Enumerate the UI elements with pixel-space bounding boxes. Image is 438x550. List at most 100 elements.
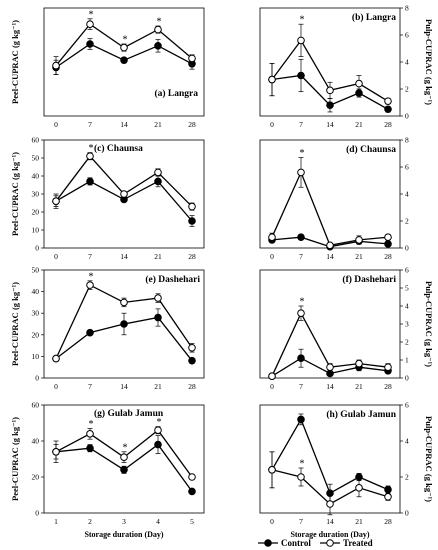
panel-d-frame <box>259 139 401 249</box>
panel-e-ylabel: Peel-CUPRAC (g kg⁻¹) <box>10 282 20 366</box>
panel-e: 0 10 20 30 40 50 0 7 14 21 28 Peel-CUPRAC (g kg⁻¹) *… <box>10 266 205 391</box>
panel-e-xtick-label: 28 <box>188 382 196 391</box>
panel-g-frame <box>43 404 205 514</box>
panel-a-significance-star: * <box>89 9 94 20</box>
panel-a-ylabel: Peel-CUPRAC (g kg⁻¹) <box>10 20 20 104</box>
panel-g-ytick-label: 0 <box>35 509 39 518</box>
panel-e-ytick-label: 10 <box>32 352 40 361</box>
panel-f-treated-point <box>268 372 276 381</box>
panel-h-title: (h) Gulab Jamun <box>326 409 396 420</box>
panel-a-significance-star: * <box>123 35 128 46</box>
panel-h-treated-point <box>384 493 392 501</box>
panel-a-title: (a) Langra <box>154 88 198 99</box>
panel-g-treated-point <box>120 453 128 462</box>
panel-e-xtick-label: 14 <box>120 382 128 391</box>
panel-g-ytick-label: 40 <box>32 437 40 446</box>
panel-g-ylabel: Peel-CUPRAC (g kg⁻¹) <box>10 417 20 501</box>
panel-e-xtick-label: 21 <box>154 382 162 391</box>
panel-g-significance-star: * <box>157 417 162 428</box>
panel-e-treated-point <box>188 343 196 352</box>
panel-f-xtick-label: 7 <box>299 382 303 391</box>
panel-d-ytick-label: 6 <box>405 163 409 172</box>
panel-c-ytick-label: 30 <box>32 190 40 199</box>
panel-e-control-point <box>154 313 162 322</box>
panel-f-ytick-label: 4 <box>405 302 409 311</box>
panel-c-ytick-label: 20 <box>32 208 40 217</box>
panel-h: 0 2 4 6 0 7 14 21 28 Pulp-CUPRAC (g kg⁻¹) * (h) Gul… <box>259 401 434 526</box>
panel-e-xtick-label: 0 <box>54 382 58 391</box>
panel-d-ytick-label: 0 <box>405 244 409 253</box>
panel-b-control-point <box>326 101 334 109</box>
panel-b-ytick-label: 2 <box>405 85 409 94</box>
panel-b-xtick-label: 21 <box>355 120 363 129</box>
panel-b-control-point <box>297 71 305 80</box>
panel-c-ytick-label: 0 <box>35 244 39 253</box>
panel-e-ytick-label: 20 <box>32 330 40 339</box>
panel-d-significance-star: * <box>300 148 305 159</box>
panel-b-ytick-label: 4 <box>405 58 409 67</box>
panel-b-ytick-label: 8 <box>405 4 409 13</box>
panel-d-treated-point <box>326 241 334 250</box>
panel-g-ytick-label: 60 <box>32 401 40 410</box>
panel-d-xtick-label: 28 <box>384 252 392 261</box>
xlabel-right: Storage duration (Day) <box>290 530 369 539</box>
panel-h-xtick-label: 28 <box>384 517 392 526</box>
panel-a-treated-point <box>188 54 196 63</box>
legend-entry-control: Control <box>258 538 311 548</box>
panel-g-xtick-label: 3 <box>122 517 126 526</box>
panel-d-xtick-label: 14 <box>326 252 334 261</box>
panel-e-ytick-label: 40 <box>32 287 40 296</box>
panel-c-treated-point <box>120 190 128 198</box>
panel-h-ytick-label: 6 <box>405 401 409 410</box>
panel-a-xtick-label: 21 <box>154 120 162 129</box>
panel-h-xtick-label: 7 <box>299 517 303 526</box>
panel-g-xtick-label: 4 <box>156 517 160 526</box>
panel-g-control-point <box>154 440 162 449</box>
panel-a-control-point <box>120 56 128 65</box>
panel-b-xtick-label: 7 <box>299 120 303 129</box>
panel-c-control-point <box>154 177 162 186</box>
panel-g-treated-point <box>188 473 196 481</box>
panel-b-treated-point <box>384 97 392 105</box>
panel-g-control-point <box>188 487 196 496</box>
panel-c-ytick-label: 10 <box>32 226 40 235</box>
panel-g-significance-star: * <box>89 419 94 430</box>
panel-c-xtick-label: 0 <box>54 252 58 261</box>
panel-d-title: (d) Chaunsa <box>346 144 396 155</box>
panel-h-ytick-label: 2 <box>405 473 409 482</box>
panel-c-ylabel: Peel-CUPRAC (g kg⁻¹) <box>10 152 20 236</box>
panel-g-xtick-label: 2 <box>88 517 92 526</box>
panel-b-xtick-label: 0 <box>270 120 274 129</box>
panel-d: 0 2 4 6 8 0 7 14 21 28 * (d) Chaunsa <box>259 136 409 261</box>
panel-f-ytick-label: 0 <box>405 374 409 383</box>
panel-e-ytick-label: 0 <box>35 374 39 383</box>
panel-a-xtick-label: 14 <box>120 120 128 129</box>
panel-d-treated-point <box>355 236 363 244</box>
panel-c-xtick-label: 14 <box>120 252 128 261</box>
panel-c-ytick-label: 60 <box>32 136 40 145</box>
panel-b-control-point <box>384 105 392 114</box>
panel-f-ytick-label: 2 <box>405 338 409 347</box>
panel-b-treated-point <box>355 79 363 88</box>
panel-c-control-point <box>86 177 94 186</box>
panel-e-treated-point <box>52 354 60 363</box>
panel-c-ytick-label: 40 <box>32 172 40 181</box>
panel-g-treated-point <box>52 448 60 456</box>
panel-d-control-point <box>384 240 392 248</box>
panel-d-treated-point <box>268 233 276 241</box>
panel-c-treated-point <box>154 168 162 177</box>
panel-b-treated-point <box>268 75 276 84</box>
panel-e-control-point <box>120 320 128 328</box>
legend-marker <box>264 539 272 547</box>
panel-a-treated-point <box>154 25 162 34</box>
panel-a-treated-point <box>52 61 60 70</box>
panel-h-ylabel: Pulp-CUPRAC (g kg⁻¹) <box>424 416 434 502</box>
panel-f-treated-point <box>355 359 363 368</box>
legend-entry-treated: Treated <box>320 538 373 548</box>
panel-f: 0 1 2 3 4 5 6 0 7 14 21 28 Pulp-CUPRAC (g kg⁻¹) * (f) … <box>259 266 434 391</box>
legend-marker <box>326 539 334 547</box>
panel-e-control-point <box>86 328 94 337</box>
panel-b: 0 2 4 6 8 0 7 14 21 28 Pulp-CUPRAC (g kg⁻¹) * (b) La… <box>259 4 434 129</box>
panel-e-treated-point <box>86 281 94 289</box>
